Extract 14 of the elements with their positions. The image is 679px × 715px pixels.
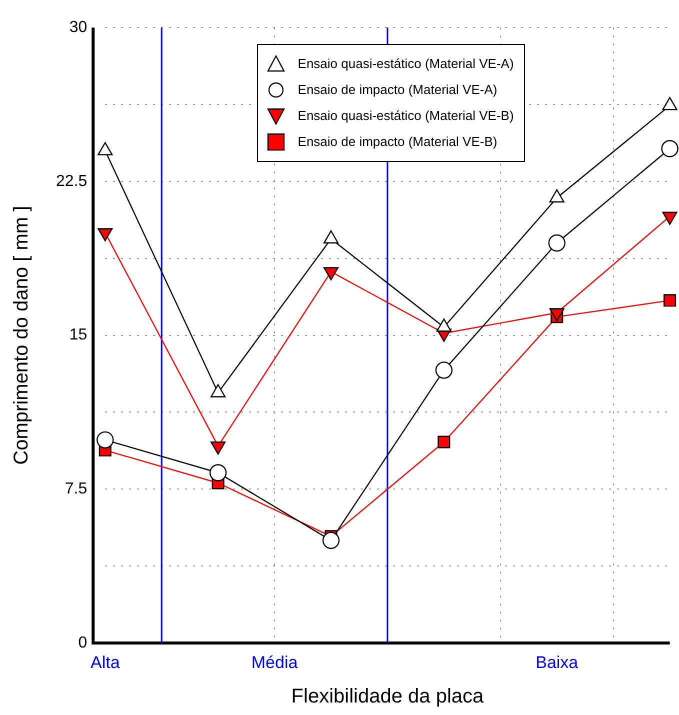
- legend-label: Ensaio quasi-estático (Material VE-B): [298, 106, 514, 125]
- text: Alta: [90, 653, 120, 672]
- y-tick-label: 7.5: [64, 480, 88, 498]
- legend-label: Ensaio de impacto (Material VE-A): [298, 80, 498, 99]
- text: Baixa: [536, 653, 579, 672]
- y-tick-label: 30: [69, 19, 88, 36]
- y-axis-title: Comprimento do dano [ mm ]: [10, 206, 33, 465]
- y-tick-label: 15: [69, 326, 88, 344]
- y-tick-label: 22.5: [56, 172, 88, 190]
- x-axis-title: Flexibilidade da placa: [291, 686, 485, 708]
- text: Média: [251, 653, 298, 672]
- legend-label: Ensaio de impacto (Material VE-B): [298, 132, 498, 151]
- y-tick-label: 0: [78, 634, 88, 652]
- legend-label: Ensaio quasi-estático (Material VE-A): [298, 54, 514, 73]
